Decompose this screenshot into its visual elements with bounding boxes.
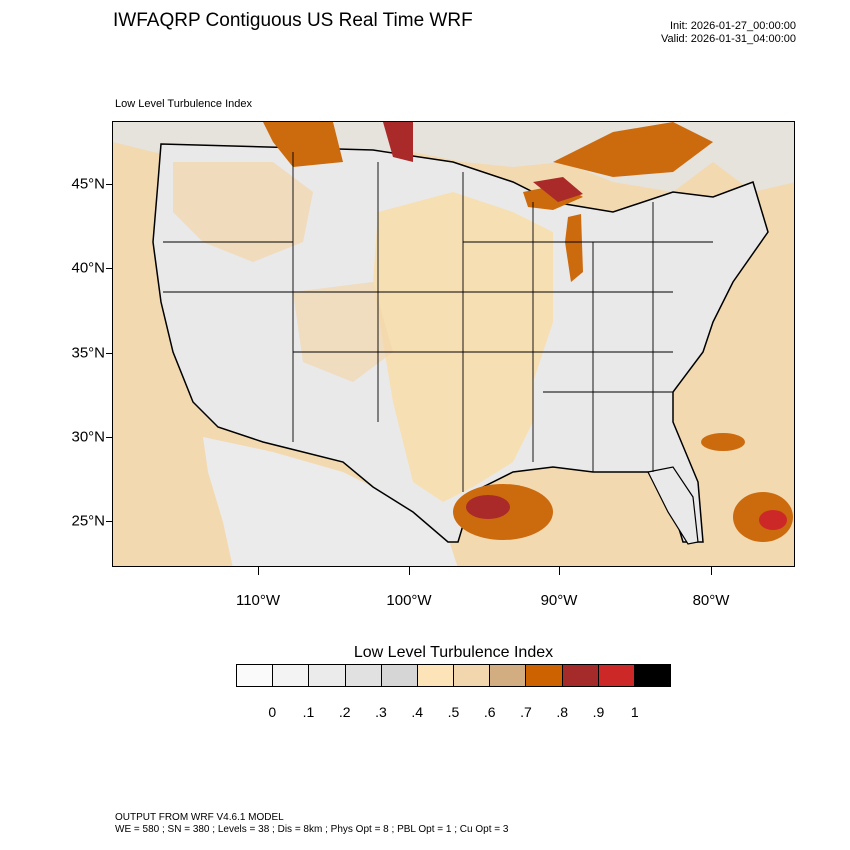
legend-tick-label: .2 — [338, 704, 351, 720]
legend-swatch — [417, 665, 455, 686]
legend-tick-label: .7 — [520, 704, 532, 720]
legend-swatch — [454, 665, 491, 686]
lon-label-110w: 110°W — [235, 592, 281, 609]
legend-swatch — [562, 665, 599, 686]
legend-swatch — [345, 665, 382, 686]
lat-label-35n: 35°N — [71, 344, 105, 362]
ontario-high — [553, 122, 713, 177]
gulf-hot — [466, 495, 510, 519]
legend-title: Low Level Turbulence Index — [353, 644, 554, 661]
footer-config: WE = 580 ; SN = 380 ; Levels = 38 ; Dis … — [115, 824, 509, 835]
legend-tick-label: .9 — [592, 704, 605, 720]
lon-label-80w: 80°W — [692, 592, 730, 609]
lon-label-100w: 100°W — [386, 592, 432, 609]
init-time: Init: 2026-01-27_00:00:00 — [670, 20, 796, 32]
atlantic-high — [701, 433, 745, 451]
legend-tick-label: 0 — [268, 704, 277, 720]
map-plot — [112, 121, 795, 567]
map-svg — [113, 122, 794, 566]
alberta-high — [383, 122, 413, 162]
footer-model: OUTPUT FROM WRF V4.6.1 MODEL — [115, 812, 284, 823]
legend-tick-label: 1 — [630, 704, 639, 720]
lat-tick — [106, 437, 112, 438]
legend-tick-label: .5 — [447, 704, 460, 720]
legend-swatch — [309, 665, 346, 686]
lat-tick — [106, 268, 112, 269]
lat-label-30n: 30°N — [71, 428, 105, 446]
state-boundaries — [163, 152, 713, 492]
lat-label-25n: 25°N — [71, 512, 105, 530]
lat-tick — [106, 521, 112, 522]
legend-tick-label: .6 — [483, 704, 496, 720]
superior-hot — [533, 177, 583, 202]
rockies-tan — [293, 282, 393, 382]
lon-tick — [409, 567, 410, 575]
legend-swatch — [273, 665, 310, 686]
legend-swatch — [237, 665, 274, 686]
legend-tick-label: .1 — [302, 704, 315, 720]
main-title: IWFAQRP Contiguous US Real Time WRF — [113, 10, 473, 31]
legend-swatch — [526, 665, 563, 686]
lon-tick — [711, 567, 712, 575]
montana-border-high — [263, 122, 343, 167]
northwest-tan — [173, 162, 313, 262]
lat-tick — [106, 184, 112, 185]
legend-swatch — [634, 665, 671, 686]
legend-swatch — [381, 665, 418, 686]
legend-colorbar — [236, 664, 671, 687]
florida — [647, 466, 699, 545]
mexico-area — [203, 437, 458, 566]
lat-label-45n: 45°N — [71, 175, 105, 193]
legend-tick-label: .4 — [411, 704, 424, 720]
lake-michigan — [565, 214, 583, 282]
legend-swatch — [598, 665, 635, 686]
map-subtitle: Low Level Turbulence Index — [115, 98, 252, 110]
lat-label-40n: 40°N — [71, 259, 105, 277]
lon-tick — [559, 567, 560, 575]
legend-tick-label: .3 — [375, 704, 387, 720]
lon-label-90w: 90°W — [540, 592, 578, 609]
bahamas-hot — [759, 510, 787, 530]
lon-tick — [258, 567, 259, 575]
legend-tick-label: .8 — [556, 704, 569, 720]
lat-tick — [106, 353, 112, 354]
legend-swatch — [490, 665, 527, 686]
valid-time: Valid: 2026-01-31_04:00:00 — [661, 33, 796, 45]
